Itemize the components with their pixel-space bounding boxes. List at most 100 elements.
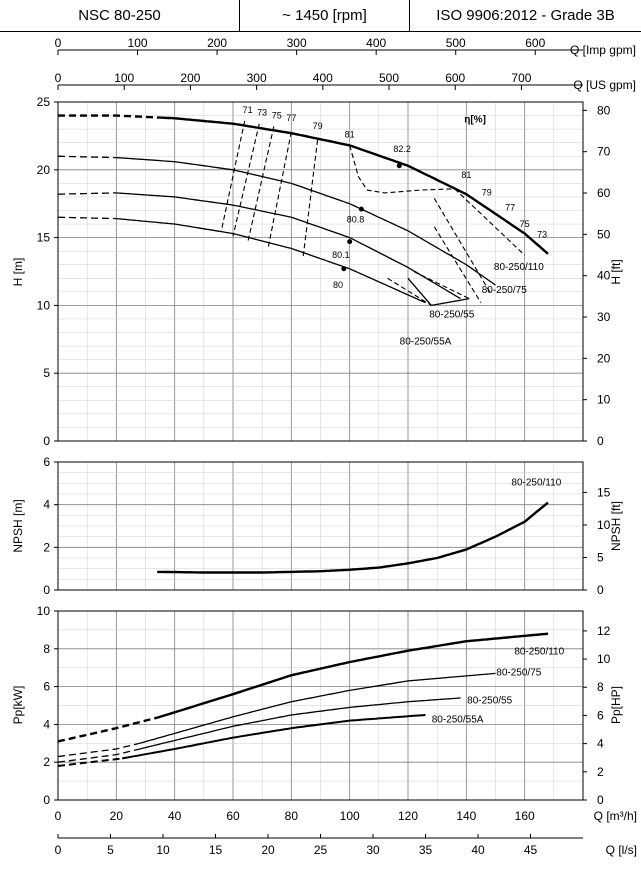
xaxis-tick-label: 120 bbox=[398, 809, 418, 823]
npsh-curve bbox=[157, 501, 549, 574]
head-y2label: H [ft] bbox=[609, 259, 623, 284]
efficiency-label: 77 bbox=[505, 202, 515, 212]
efficiency-label: 81 bbox=[461, 170, 471, 180]
bep-point bbox=[347, 239, 353, 245]
head-y2tick-label: 80 bbox=[597, 103, 611, 117]
top-axis-tick-label: 700 bbox=[511, 71, 531, 85]
top-axis-tick-label: 0 bbox=[55, 36, 62, 50]
bep-point bbox=[396, 163, 402, 169]
head-curve-dashed bbox=[58, 114, 161, 119]
model-label: NSC 80-250 bbox=[0, 0, 240, 31]
xaxis-tick-label: 100 bbox=[340, 809, 360, 823]
efficiency-label: 75 bbox=[520, 219, 530, 229]
npsh-ytick-label: 2 bbox=[43, 540, 50, 554]
standard-label: ISO 9906:2012 - Grade 3B bbox=[436, 7, 615, 24]
ls-axis-tick-label: 10 bbox=[156, 843, 170, 857]
power-curve-dashed bbox=[57, 748, 140, 763]
ls-axis-tick-label: 40 bbox=[471, 843, 485, 857]
npsh-curve-label: 80-250/110 bbox=[511, 477, 561, 488]
efficiency-line bbox=[247, 126, 275, 244]
top-axis-label: Q [Imp gpm] bbox=[570, 43, 636, 57]
efficiency-label: 80 bbox=[333, 280, 343, 290]
power-y2tick-label: 4 bbox=[597, 737, 604, 751]
efficiency-line bbox=[454, 188, 526, 256]
power-y2tick-label: 0 bbox=[597, 793, 604, 807]
power-curve-label: 80-250/75 bbox=[496, 667, 541, 678]
header-bar: NSC 80-250 ~ 1450 [rpm] ISO 9906:2012 - … bbox=[0, 0, 641, 32]
top-axis-tick-label: 200 bbox=[207, 36, 227, 50]
efficiency-line bbox=[433, 226, 482, 303]
xaxis-tick-label: 80 bbox=[285, 809, 299, 823]
head-curve-dashed bbox=[57, 192, 117, 195]
power-y2tick-label: 12 bbox=[597, 624, 611, 638]
top-axis-tick-label: 500 bbox=[379, 71, 399, 85]
power-ytick-label: 8 bbox=[43, 642, 50, 656]
head-y2tick-label: 10 bbox=[597, 393, 611, 407]
xaxis-tick-label: 20 bbox=[110, 809, 124, 823]
bep-point bbox=[358, 206, 364, 212]
xaxis-tick-label: 60 bbox=[226, 809, 240, 823]
head-ytick-label: 15 bbox=[37, 231, 51, 245]
min-curve-envelope bbox=[407, 277, 470, 307]
npsh-y2tick-label: 10 bbox=[597, 518, 611, 532]
top-axis-tick-label: 100 bbox=[128, 36, 148, 50]
npsh-y2tick-label: 0 bbox=[597, 583, 604, 597]
top-axis-tick-label: 300 bbox=[287, 36, 307, 50]
head-curve-label: 80-250/55A bbox=[400, 337, 452, 348]
top-axis-tick-label: 0 bbox=[55, 71, 62, 85]
ls-axis-tick-label: 35 bbox=[419, 843, 433, 857]
speed-label: ~ 1450 [rpm] bbox=[240, 0, 410, 31]
top-axis-tick-label: 200 bbox=[180, 71, 200, 85]
power-curve bbox=[159, 632, 549, 718]
npsh-ylabel: NPSH [m] bbox=[11, 499, 25, 552]
head-y2tick-label: 20 bbox=[597, 351, 611, 365]
power-ytick-label: 4 bbox=[43, 717, 50, 731]
head-frame bbox=[57, 101, 584, 442]
efficiency-line bbox=[267, 131, 292, 249]
head-curve bbox=[160, 116, 549, 255]
head-y2tick-label: 50 bbox=[597, 227, 611, 241]
head-curve-label: 80-250/55 bbox=[429, 310, 474, 321]
ls-axis-tick-label: 30 bbox=[366, 843, 380, 857]
power-y2tick-label: 10 bbox=[597, 652, 611, 666]
top-axis-tick-label: 300 bbox=[247, 71, 267, 85]
efficiency-label: 79 bbox=[313, 121, 323, 131]
power-curve-label: 80-250/110 bbox=[514, 646, 564, 657]
top-axis-tick-label: 100 bbox=[114, 71, 134, 85]
head-curve bbox=[116, 192, 461, 300]
npsh-ytick-label: 6 bbox=[43, 455, 50, 469]
ls-axis-tick-label: 25 bbox=[314, 843, 328, 857]
head-y2tick-label: 70 bbox=[597, 145, 611, 159]
efficiency-line bbox=[232, 123, 260, 237]
power-y2tick-label: 6 bbox=[597, 708, 604, 722]
head-curve-dashed bbox=[58, 216, 117, 220]
power-curve-dashed bbox=[57, 715, 161, 743]
xaxis-tick-label: 160 bbox=[515, 809, 535, 823]
power-curve-label: 80-250/55 bbox=[467, 696, 512, 707]
power-y2tick-label: 2 bbox=[597, 765, 604, 779]
efficiency-line-81 bbox=[349, 145, 455, 194]
efficiency-label: 81 bbox=[345, 129, 355, 139]
head-curve bbox=[116, 217, 426, 304]
efficiency-label: 80.1 bbox=[332, 250, 350, 260]
head-curve-label: 80-250/110 bbox=[494, 262, 544, 273]
ls-axis-tick-label: 5 bbox=[107, 843, 114, 857]
power-ytick-label: 10 bbox=[37, 604, 51, 618]
ls-axis-label: Q [l/s] bbox=[606, 843, 637, 857]
efficiency-label: 80.8 bbox=[347, 215, 365, 225]
power-ytick-label: 2 bbox=[43, 755, 50, 769]
head-ytick-label: 10 bbox=[37, 298, 51, 312]
head-ytick-label: 5 bbox=[43, 366, 50, 380]
npsh-ytick-label: 4 bbox=[43, 498, 50, 512]
top-axis-tick-label: 400 bbox=[366, 36, 386, 50]
top-axis-tick-label: 400 bbox=[313, 71, 333, 85]
head-ytick-label: 0 bbox=[43, 434, 50, 448]
head-y2tick-label: 0 bbox=[597, 434, 604, 448]
npsh-y2tick-label: 15 bbox=[597, 485, 611, 499]
efficiency-line bbox=[433, 197, 491, 293]
efficiency-label: 73 bbox=[257, 108, 267, 118]
efficiency-line bbox=[220, 120, 246, 231]
head-curve bbox=[116, 156, 496, 286]
efficiency-line bbox=[302, 139, 319, 259]
